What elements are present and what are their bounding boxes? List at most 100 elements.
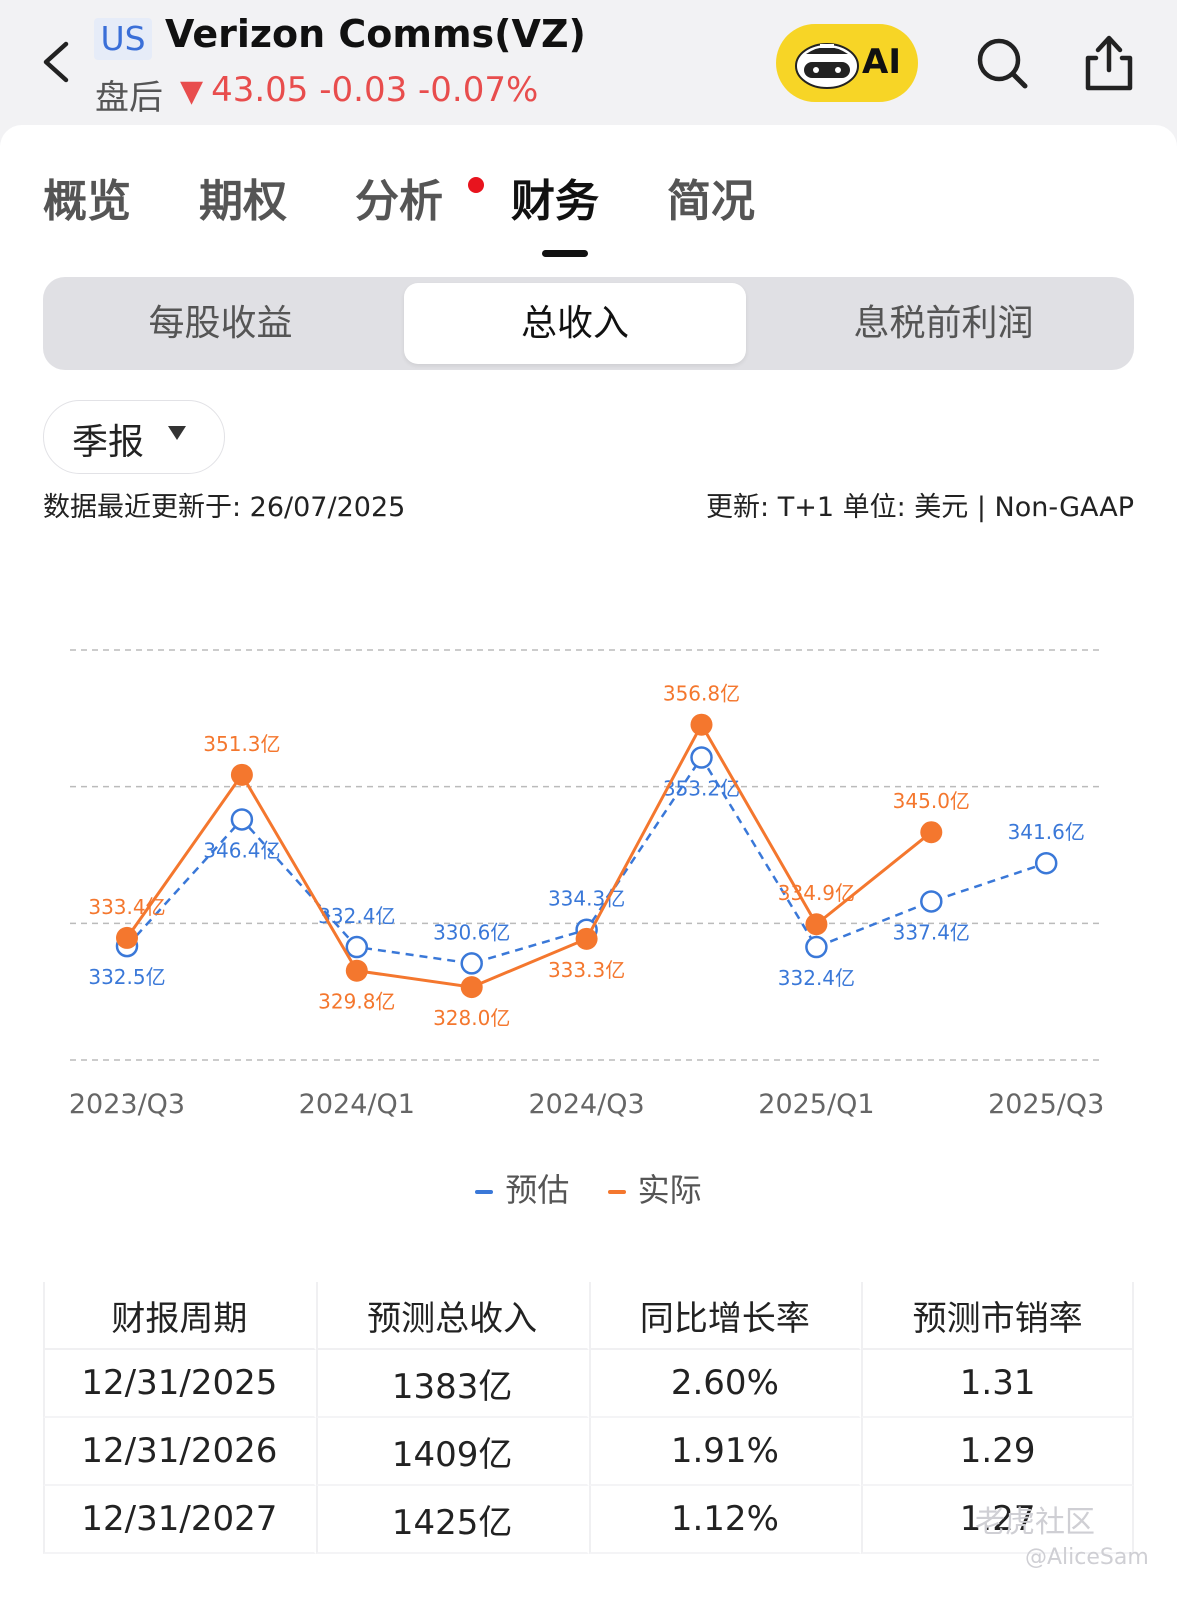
share-icon[interactable] — [1082, 34, 1136, 92]
estimate-point — [460, 952, 483, 975]
x-tick-label: 2025/Q1 — [758, 1089, 874, 1120]
units-text: 更新: T+1 单位: 美元 | Non-GAAP — [706, 492, 1134, 523]
notification-dot — [468, 177, 484, 193]
price: 43.05 — [211, 70, 309, 110]
x-tick-label: 2024/Q3 — [528, 1089, 644, 1120]
tab-bar: 概览 期权 分析 财务 简况 — [0, 155, 1177, 265]
actual-point — [230, 763, 253, 786]
table-cell: 1.91% — [588, 1418, 862, 1486]
table-cell: 1.29 — [861, 1418, 1134, 1486]
active-tab-indicator — [542, 250, 588, 257]
x-tick-label: 2023/Q3 — [69, 1089, 185, 1120]
session-label: 盘后 — [95, 78, 163, 118]
watermark-brand: 老虎社区 — [975, 1505, 1095, 1540]
actual-point — [920, 821, 943, 844]
estimate-point — [920, 890, 943, 913]
legend-label-estimate: 预估 — [505, 1171, 570, 1209]
table-cell: 1.12% — [588, 1486, 862, 1554]
table-cell: 12/31/2025 — [43, 1350, 316, 1418]
legend-swatch-actual — [607, 1190, 626, 1194]
period-dropdown-label: 季报 — [72, 422, 145, 463]
tab-financials[interactable]: 财务 — [511, 176, 599, 227]
table-row: 12/31/2027 1425亿 1.12% 1.27 — [43, 1486, 1134, 1554]
table-cell: 2.60% — [588, 1350, 862, 1418]
tab-profile[interactable]: 简况 — [667, 176, 755, 227]
caret-down-icon — [168, 426, 186, 440]
x-tick-label: 2024/Q1 — [299, 1089, 415, 1120]
segment-eps[interactable]: 每股收益 — [148, 303, 293, 344]
estimate-point — [690, 746, 713, 769]
estimate-point — [805, 935, 828, 959]
tab-overview[interactable]: 概览 — [43, 176, 131, 227]
actual-data-label: 351.3亿 — [203, 732, 280, 756]
legend-item-estimate: 预估 — [475, 1165, 569, 1211]
market-badge: US — [94, 18, 152, 60]
estimate-point — [1034, 851, 1058, 875]
table-header-row: 财报周期 预测总收入 同比增长率 预测市销率 — [43, 1282, 1134, 1350]
financials-card: 概览 期权 分析 财务 简况 每股收益 总收入 息税前利润 季报 数据最近更新于… — [0, 125, 1177, 1600]
estimate-data-label: 337.4亿 — [893, 920, 970, 944]
actual-data-label: 333.4亿 — [88, 895, 165, 919]
actual-point — [805, 913, 828, 936]
table-cell: 1425亿 — [315, 1486, 589, 1554]
actual-point — [575, 927, 598, 950]
legend-swatch-estimate — [475, 1190, 494, 1194]
table-header: 预测总收入 — [315, 1282, 589, 1350]
back-arrow-icon[interactable] — [38, 40, 74, 84]
table-header: 同比增长率 — [588, 1282, 862, 1350]
stock-name: Verizon Comms(VZ) — [165, 12, 586, 56]
table-cell: 12/31/2027 — [43, 1486, 316, 1554]
table-row: 12/31/2026 1409亿 1.91% 1.29 — [43, 1418, 1134, 1486]
table-cell: 1409亿 — [315, 1418, 589, 1486]
search-icon[interactable] — [975, 36, 1029, 90]
top-bar: US Verizon Comms(VZ) 盘后 ▼ 43.05 -0.03 -0.… — [0, 0, 1177, 125]
watermark-user: @AliceSam — [1025, 1545, 1149, 1570]
estimate-data-label: 353.2亿 — [663, 777, 740, 801]
actual-point — [345, 959, 368, 982]
actual-point — [460, 976, 483, 999]
actual-data-label: 356.8亿 — [663, 682, 740, 706]
price-change: -0.03 — [319, 70, 408, 110]
segment-ebit[interactable]: 息税前利润 — [853, 303, 1034, 344]
legend-label-actual: 实际 — [637, 1171, 702, 1209]
table-cell: 1.27 — [861, 1486, 1134, 1554]
ai-assistant-button[interactable]: AI — [776, 24, 918, 102]
table-cell: 1.31 — [861, 1350, 1134, 1418]
tab-analysis[interactable]: 分析 — [355, 176, 443, 227]
price-change-pct: -0.07% — [418, 70, 539, 110]
table-header: 财报周期 — [43, 1282, 316, 1350]
x-tick-label: 2025/Q3 — [988, 1089, 1104, 1120]
actual-data-label: 328.0亿 — [433, 1006, 510, 1030]
table-row: 12/31/2025 1383亿 2.60% 1.31 — [43, 1350, 1134, 1418]
tab-options[interactable]: 期权 — [199, 176, 287, 227]
revenue-line-chart: 2023/Q3 2024/Q1 2024/Q3 2025/Q1 2025/Q3 332.5… — [69, 649, 1104, 1120]
robot-face-icon — [795, 43, 859, 89]
estimate-point — [230, 808, 254, 831]
actual-data-label: 334.9亿 — [778, 881, 855, 905]
actual-series-line — [125, 721, 933, 989]
estimate-data-label: 341.6亿 — [1008, 820, 1085, 844]
actual-point — [116, 926, 138, 949]
actual-data-label: 329.8亿 — [318, 990, 395, 1014]
price-line: ▼ 43.05 -0.03 -0.07% — [180, 70, 538, 110]
estimate-data-label: 332.4亿 — [778, 966, 855, 990]
table-cell: 1383亿 — [315, 1350, 589, 1418]
estimate-data-label: 332.5亿 — [88, 965, 165, 989]
down-triangle-icon: ▼ — [180, 74, 204, 109]
actual-point — [690, 713, 713, 736]
ai-label: AI — [862, 42, 901, 82]
actual-data-label: 345.0亿 — [893, 789, 970, 813]
estimate-point — [345, 935, 369, 959]
estimate-data-label: 330.6亿 — [433, 920, 510, 944]
actual-data-label: 333.3亿 — [548, 958, 625, 982]
last-updated-text: 数据最近更新于: 26/07/2025 — [43, 492, 406, 523]
period-dropdown[interactable]: 季报 — [43, 400, 225, 474]
revenue-chart: 2023/Q3 2024/Q1 2024/Q3 2025/Q1 2025/Q3 332.5… — [0, 565, 1177, 1345]
chart-legend: 预估 实际 — [0, 1165, 1177, 1211]
forecast-table: 财报周期 预测总收入 同比增长率 预测市销率 12/31/2025 1383亿 … — [43, 1282, 1134, 1554]
segment-total-revenue[interactable]: 总收入 — [404, 283, 746, 364]
table-header: 预测市销率 — [861, 1282, 1134, 1350]
estimate-data-label: 346.4亿 — [203, 838, 280, 862]
legend-item-actual: 实际 — [607, 1165, 702, 1211]
table-cell: 12/31/2026 — [43, 1418, 316, 1486]
